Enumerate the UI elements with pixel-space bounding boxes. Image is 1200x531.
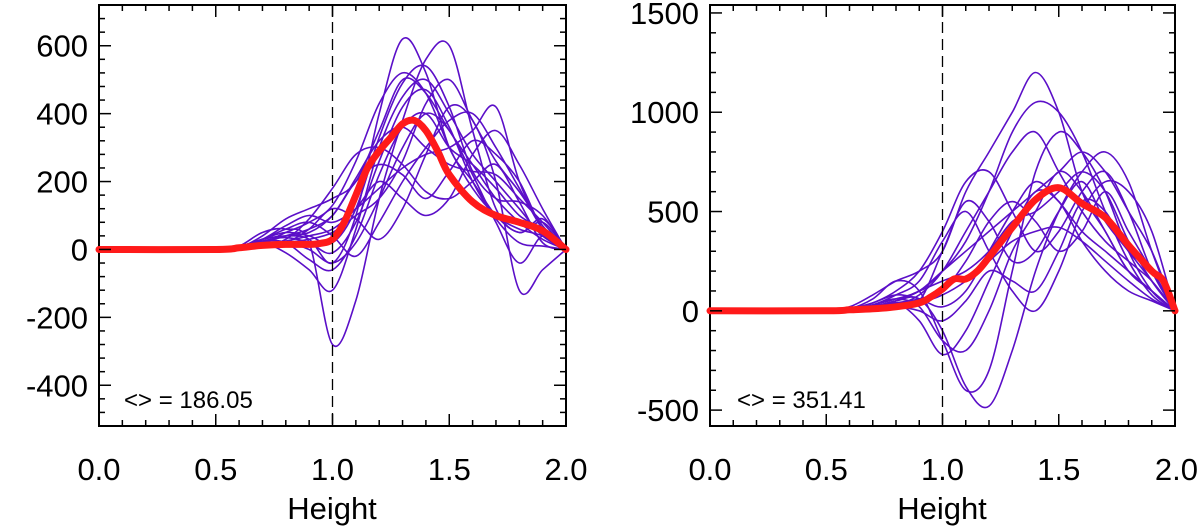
x-tick-label: 1.0 (311, 452, 354, 487)
mean-line (95, 116, 570, 254)
x-tick-labels: 0.0 0.5 1.0 1.5 2.0 (688, 452, 1198, 487)
y-tick-labels: -400 -200 0 200 400 600 (26, 29, 88, 404)
ensemble-line (98, 40, 567, 348)
x-tick-label: 0.5 (194, 452, 237, 487)
axis-ticks (98, 4, 567, 427)
ensemble-line (709, 130, 1176, 393)
x-tick-label: 0.5 (805, 452, 848, 487)
right-chart: 0.0 0.5 1.0 1.5 2.0 -500 0 500 1000 1500… (630, 0, 1198, 526)
y-tick-labels: -500 0 500 1000 1500 (630, 0, 699, 428)
y-tick-label: 1000 (630, 95, 699, 130)
x-axis-title: Height (287, 491, 377, 526)
x-tick-label: 2.0 (544, 452, 587, 487)
ensemble-series (709, 71, 1176, 409)
axis-ticks (709, 5, 1176, 426)
mean-annotation: <> = 186.05 (124, 387, 253, 414)
mean-series (95, 116, 570, 254)
y-tick-label: 0 (682, 294, 699, 329)
mean-annotation: <> = 351.41 (737, 387, 866, 414)
y-tick-label: 600 (36, 29, 88, 64)
y-tick-label: -200 (26, 300, 88, 335)
x-tick-label: 0.0 (77, 452, 120, 487)
y-tick-label: -400 (26, 368, 88, 403)
x-tick-label: 1.5 (428, 452, 471, 487)
mean-series (706, 184, 1179, 315)
y-tick-label: 400 (36, 97, 88, 132)
x-tick-label: 0.0 (688, 452, 731, 487)
y-tick-label: 1500 (630, 0, 699, 31)
x-tick-label: 1.0 (921, 452, 964, 487)
mean-line (706, 184, 1179, 315)
y-tick-label: 500 (647, 195, 699, 230)
y-tick-label: 0 (71, 233, 88, 268)
y-tick-label: 200 (36, 165, 88, 200)
left-chart: 0.0 0.5 1.0 1.5 2.0 -400 -200 0 200 400 … (26, 4, 588, 526)
x-tick-labels: 0.0 0.5 1.0 1.5 2.0 (77, 452, 587, 487)
y-tick-label: -500 (637, 393, 699, 428)
x-axis-title: Height (897, 491, 987, 526)
x-tick-label: 1.5 (1037, 452, 1080, 487)
x-tick-label: 2.0 (1155, 452, 1198, 487)
